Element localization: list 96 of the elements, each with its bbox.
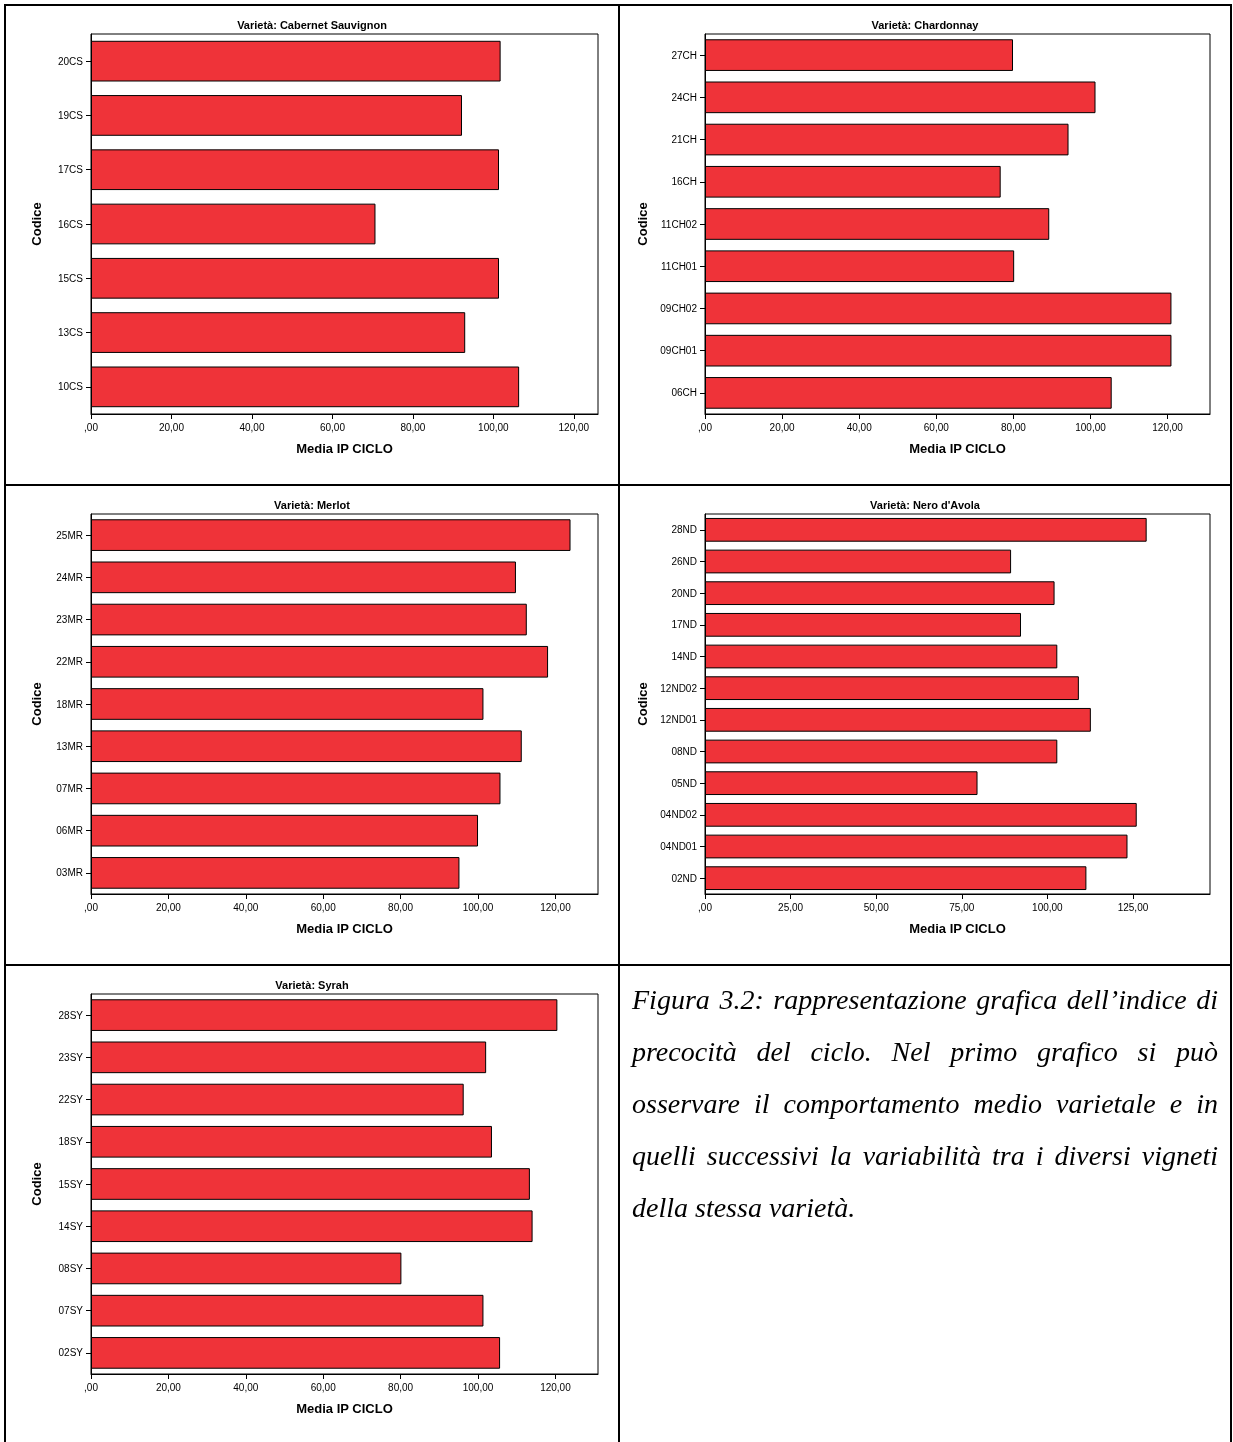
x-tick-label: 120,00 [1152, 421, 1184, 433]
y-tick-label: 14SY [58, 1220, 84, 1232]
y-tick-label: 13CS [57, 327, 84, 339]
x-tick-label: 40,00 [233, 1381, 259, 1393]
x-axis-title: Media IP CICLO [909, 921, 1006, 936]
y-tick-label: 27CH [671, 49, 697, 61]
y-tick-label: 22SY [58, 1094, 84, 1106]
x-tick-label: 125,00 [1117, 901, 1149, 913]
x-tick-label: 75,00 [949, 901, 975, 913]
y-tick-label: 13MR [56, 740, 83, 752]
y-axis-title: Codice [29, 1162, 44, 1206]
y-tick-label: 15SY [58, 1178, 84, 1190]
x-tick-label: 20,00 [769, 421, 796, 433]
x-tick-label: 80,00 [400, 421, 426, 433]
x-tick-label: 60,00 [923, 421, 950, 433]
x-tick-label: 100,00 [1075, 421, 1107, 433]
y-tick-label: 24MR [56, 571, 83, 583]
y-tick-label: 23SY [58, 1051, 84, 1063]
y-tick-label: 28SY [58, 1009, 84, 1021]
y-tick-label: 08ND [671, 746, 697, 757]
x-tick-label: 120,00 [540, 1381, 572, 1393]
x-tick-label: ,00 [84, 421, 99, 433]
x-tick-label: 120,00 [558, 421, 590, 433]
y-tick-label: 16CH [671, 176, 697, 188]
y-tick-label: 17ND [671, 619, 697, 631]
x-tick-label: 60,00 [310, 1381, 337, 1393]
y-tick-label: 18MR [56, 698, 83, 710]
y-tick-label: 11CH01 [661, 260, 698, 272]
x-tick-label: 100,00 [1032, 901, 1064, 913]
x-axis-title: Media IP CICLO [909, 441, 1006, 456]
y-tick-label: 26ND [671, 556, 697, 567]
x-tick-label: 60,00 [310, 901, 337, 913]
y-tick-label: 22MR [56, 656, 83, 668]
y-tick-label: 15CS [57, 272, 84, 284]
x-tick-label: 40,00 [846, 421, 873, 433]
y-tick-label: 09CH02 [660, 302, 698, 314]
y-tick-label: 09CH01 [660, 345, 698, 357]
y-tick-label: 05ND [671, 777, 697, 789]
x-tick-label: 100,00 [478, 421, 510, 433]
y-tick-label: 28ND [671, 524, 697, 536]
y-tick-label: 20CS [57, 55, 84, 67]
chart-title: Varietà: Merlot [274, 498, 351, 511]
text: Figura 3.2: rappresentazione grafica dell’indice di precocità del ciclo. Nel primo grafico si può osservare il comportamento medio varietale e in quelli successivi la variabilità tra i diversi vigneti della stessa varietà. [632, 983, 1218, 1225]
x-tick-label: 20,00 [155, 901, 182, 913]
y-tick-label: 12ND01 [660, 714, 698, 726]
y-tick-label: 03MR [56, 867, 83, 879]
y-tick-label: 11CH02 [661, 218, 698, 230]
x-axis-title: Media IP CICLO [296, 1401, 393, 1416]
y-axis-title: Codice [635, 202, 651, 246]
x-tick-label: ,00 [698, 421, 713, 433]
x-tick-label: 80,00 [1000, 421, 1027, 433]
x-tick-label: 80,00 [388, 901, 414, 913]
y-tick-label: 18SY [58, 1136, 84, 1148]
y-tick-label: 20ND [671, 587, 697, 599]
y-tick-label: 04ND02 [660, 809, 698, 821]
x-axis-title: Media IP CICLO [296, 921, 393, 936]
x-tick-label: 120,00 [540, 901, 572, 913]
x-tick-label: 50,00 [863, 901, 890, 913]
chart-title: Varietà: Syrah [275, 978, 349, 991]
x-tick-label: 20,00 [155, 1381, 182, 1393]
x-axis-title: Media IP CICLO [296, 441, 393, 456]
y-tick-label: 17CS [57, 164, 84, 176]
y-tick-label: 16CS [57, 218, 84, 230]
y-tick-label: 21CH [671, 134, 697, 146]
y-tick-label: 24CH [671, 91, 697, 103]
chart-title: Varietà: Chardonnay [871, 18, 980, 31]
x-tick-label: 60,00 [319, 421, 346, 433]
x-tick-label: 100,00 [462, 901, 494, 913]
y-tick-label: 02SY [58, 1347, 84, 1359]
x-tick-label: 20,00 [158, 421, 185, 433]
y-axis-title: Codice [29, 682, 44, 726]
chart-title: Varietà: Cabernet Sauvignon [237, 18, 388, 31]
y-tick-label: 06MR [56, 825, 83, 837]
y-tick-label: 12ND02 [660, 682, 698, 694]
y-tick-label: 02ND [671, 872, 697, 884]
y-tick-label: 08SY [58, 1262, 84, 1274]
x-tick-label: 100,00 [462, 1381, 494, 1393]
y-tick-label: 07SY [58, 1305, 84, 1317]
x-tick-label: 25,00 [778, 901, 804, 913]
y-tick-label: 07MR [56, 782, 83, 794]
y-tick-label: 14ND [671, 651, 697, 662]
x-tick-label: 40,00 [239, 421, 265, 433]
y-tick-label: 10CS [57, 381, 84, 393]
x-tick-label: ,00 [84, 901, 99, 913]
y-tick-label: 23MR [56, 614, 83, 626]
y-tick-label: 19CS [57, 109, 84, 121]
y-tick-label: 06CH [671, 387, 697, 399]
y-tick-label: 04ND01 [660, 841, 698, 852]
x-tick-label: ,00 [698, 901, 713, 913]
y-tick-label: 25MR [56, 529, 83, 541]
x-tick-label: 40,00 [233, 901, 259, 913]
y-axis-title: Codice [635, 682, 651, 726]
x-tick-label: 80,00 [388, 1381, 414, 1393]
chart-title: Varietà: Nero d'Avola [870, 498, 981, 511]
y-axis-title: Codice [29, 202, 44, 246]
x-tick-label: ,00 [84, 1381, 99, 1393]
